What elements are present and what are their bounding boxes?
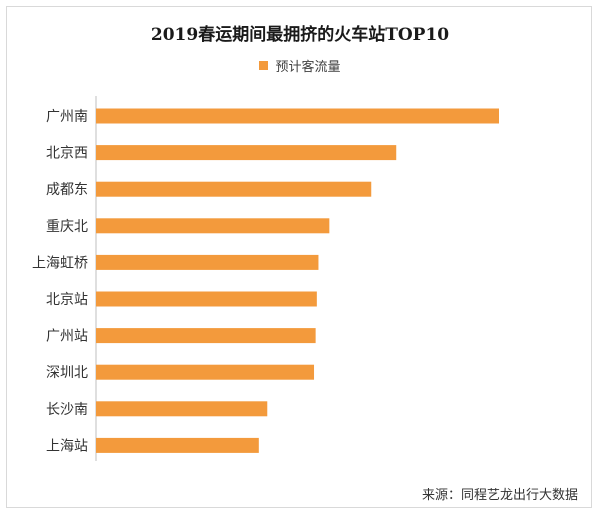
category-label: 广州站 xyxy=(46,329,88,345)
category-label: 成都东 xyxy=(46,182,88,198)
category-label: 北京西 xyxy=(46,146,88,162)
category-label: 长沙南 xyxy=(46,402,88,418)
bar-北京西 xyxy=(96,145,397,161)
legend-swatch xyxy=(259,61,269,70)
category-label: 上海虹桥 xyxy=(32,255,88,271)
bars-group xyxy=(96,108,499,453)
category-label: 深圳北 xyxy=(46,365,88,381)
bar-重庆北 xyxy=(96,218,330,234)
category-label: 北京站 xyxy=(46,292,88,308)
bar-广州南 xyxy=(96,108,499,124)
legend: 预计客流量 xyxy=(0,56,600,75)
category-label: 广州南 xyxy=(46,109,88,125)
bar-上海虹桥 xyxy=(96,254,319,270)
bar-广州站 xyxy=(96,328,316,344)
bar-深圳北 xyxy=(96,364,315,380)
bar-成都东 xyxy=(96,181,372,197)
bar-上海站 xyxy=(96,437,259,453)
category-label: 重庆北 xyxy=(46,219,88,235)
legend-label: 预计客流量 xyxy=(275,60,341,75)
chart-title: 2019春运期间最拥挤的火车站TOP10 xyxy=(150,25,450,45)
bar-长沙南 xyxy=(96,401,268,417)
category-label: 上海站 xyxy=(46,438,88,454)
bar-北京站 xyxy=(96,291,317,307)
source-note: 来源：同程艺龙出行大数据 xyxy=(421,488,578,503)
